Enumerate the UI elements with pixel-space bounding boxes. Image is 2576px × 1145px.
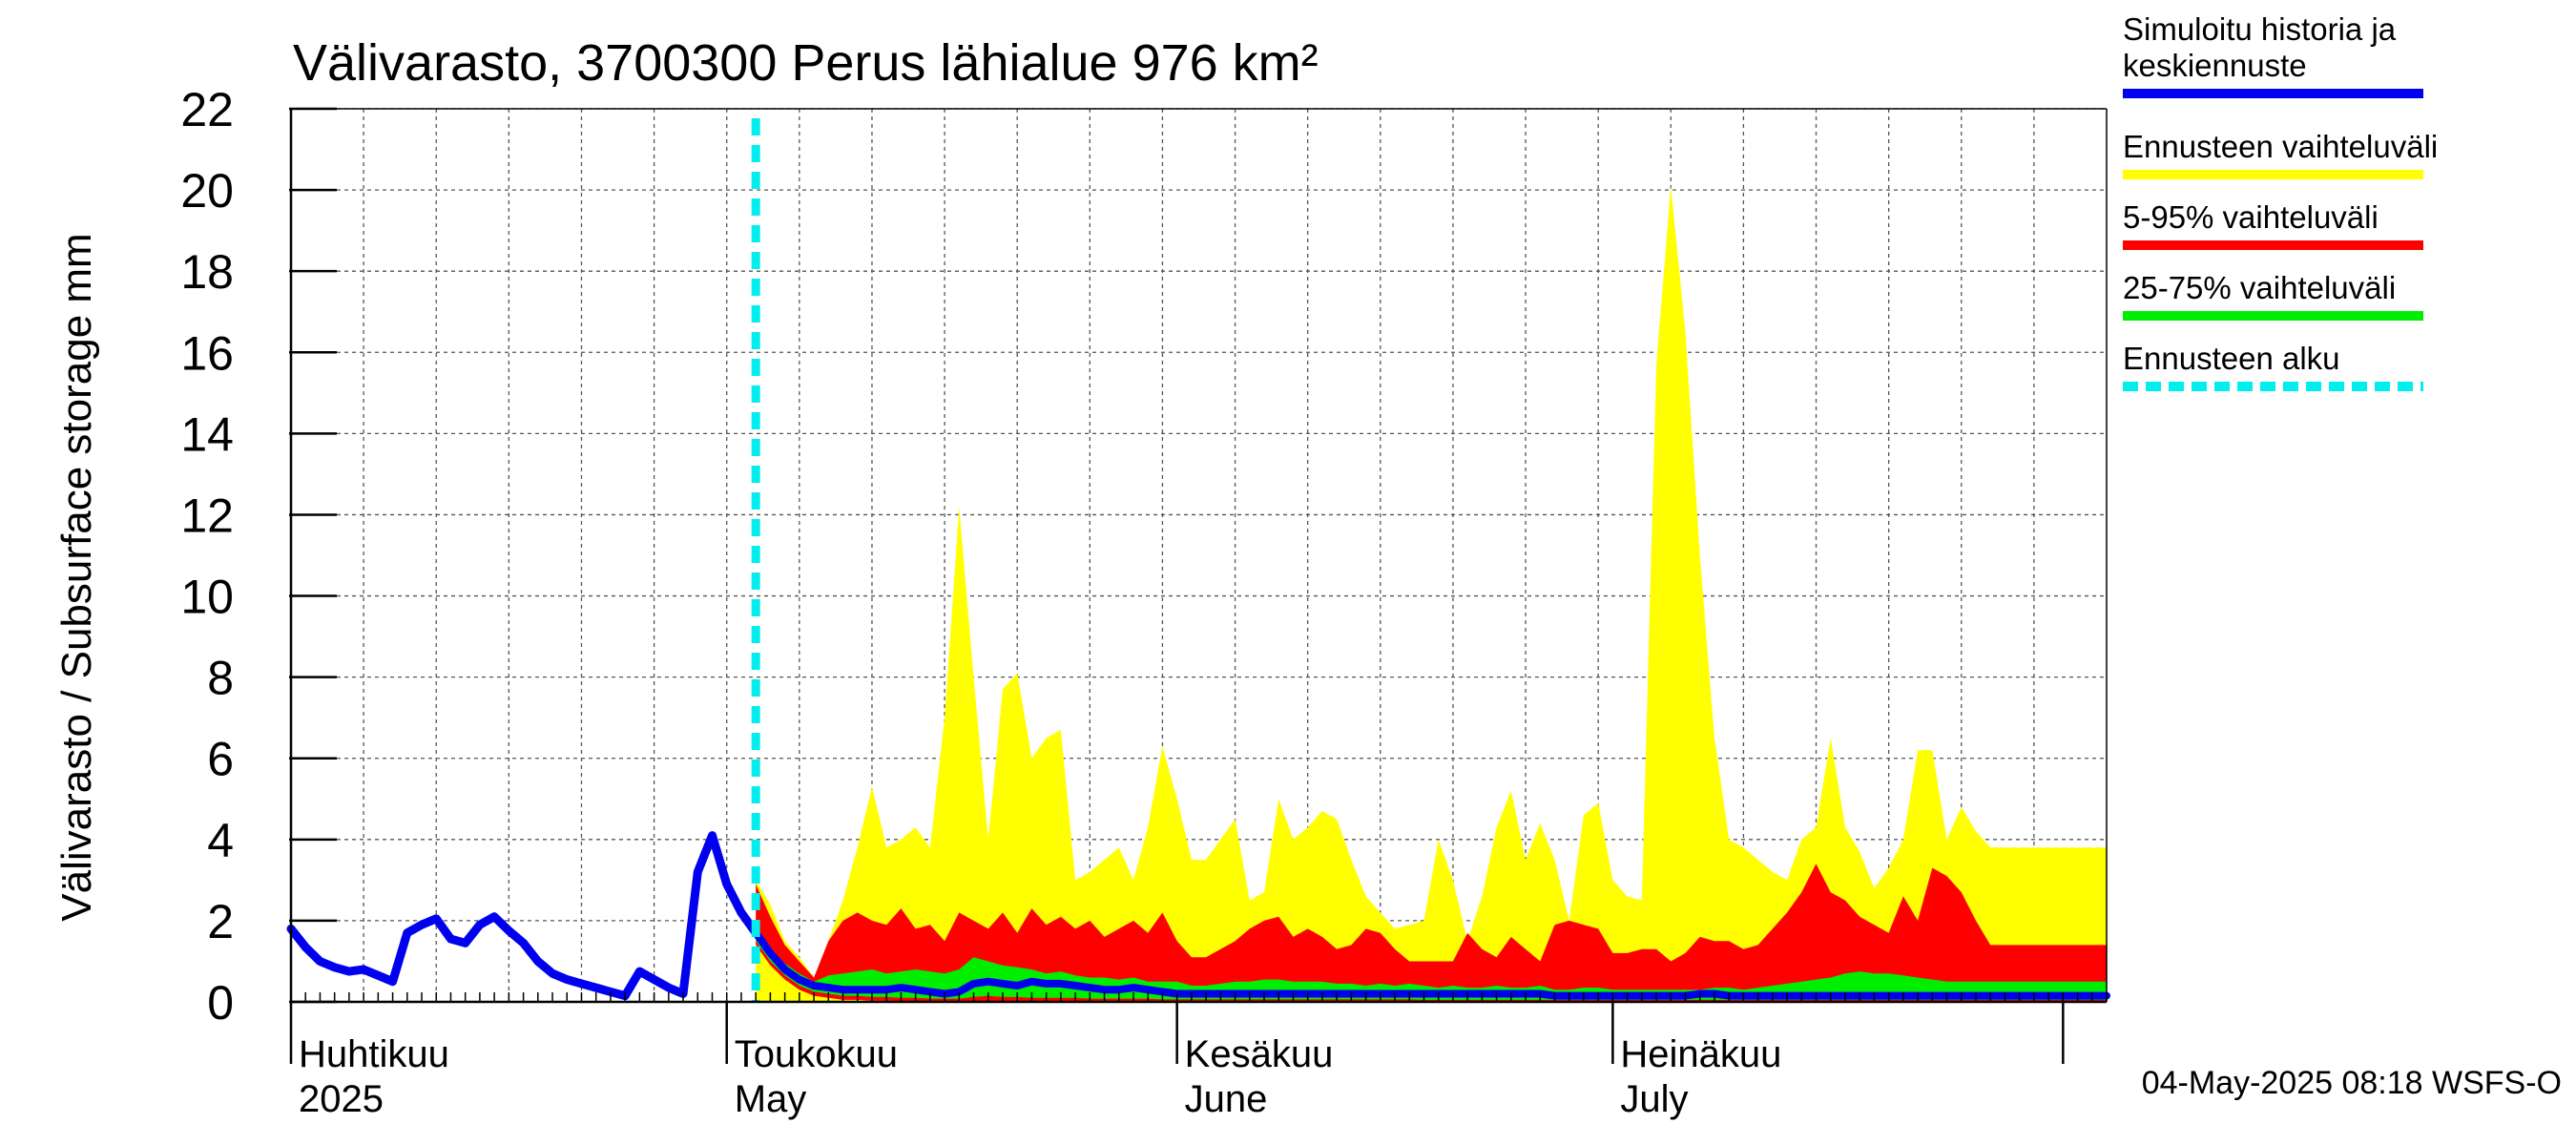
x-month-label: Kesäkuu: [1185, 1033, 1334, 1075]
y-axis-label: Välivarasto / Subsurface storage mm: [53, 233, 100, 921]
y-tick-label: 12: [180, 489, 234, 542]
series-lines: [286, 118, 2110, 1002]
y-tick-label: 22: [180, 83, 234, 136]
x-month-sublabel: May: [735, 1078, 807, 1120]
legend-label: 25-75% vaihteluväli: [2123, 270, 2396, 305]
legend-label: Ennusteen vaihteluväli: [2123, 129, 2438, 164]
y-tick-label: 10: [180, 571, 234, 624]
legend-label: keskiennuste: [2123, 48, 2307, 83]
legend-label: 5-95% vaihteluväli: [2123, 199, 2379, 235]
x-month-label: Toukokuu: [735, 1033, 898, 1075]
y-tick-label: 0: [207, 976, 234, 1030]
band-5-95: [756, 864, 2108, 1002]
x-month-label: Huhtikuu: [299, 1033, 449, 1075]
legend-label: Simuloitu historia ja: [2123, 11, 2397, 47]
y-tick-label: 16: [180, 326, 234, 380]
band-range: [756, 185, 2108, 1003]
y-tick-label: 4: [207, 814, 234, 867]
median-forecast-line: [752, 928, 2110, 1000]
legend-label: Ennusteen alku: [2123, 341, 2340, 376]
y-tick-label: 8: [207, 652, 234, 705]
history-line: [286, 831, 760, 1001]
y-tick-label: 2: [207, 895, 234, 948]
x-month-sublabel: June: [1185, 1078, 1268, 1120]
y-tick-label: 20: [180, 164, 234, 218]
timestamp: 04-May-2025 08:18 WSFS-O: [2142, 1065, 2562, 1101]
y-tick-label: 18: [180, 245, 234, 299]
chart-title: Välivarasto, 3700300 Perus lähialue 976 …: [293, 34, 1319, 92]
x-month-sublabel: July: [1620, 1078, 1688, 1120]
x-month-label: Heinäkuu: [1620, 1033, 1781, 1075]
band-25-75: [756, 928, 2108, 1000]
y-tick-label: 14: [180, 407, 234, 461]
x-month-sublabel: 2025: [299, 1078, 384, 1120]
forecast-bands: [756, 185, 2108, 1003]
y-tick-label: 6: [207, 733, 234, 786]
axes: [289, 107, 2108, 1064]
